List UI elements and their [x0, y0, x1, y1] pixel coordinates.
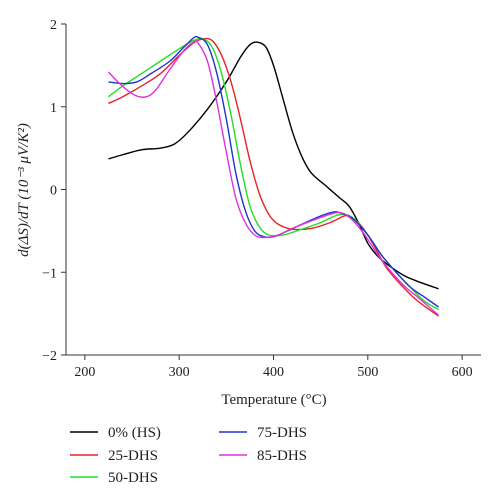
legend-label: 25-DHS: [108, 448, 158, 464]
y-axis-title: d(ΔS)/dT (10⁻³ μV/K²): [16, 123, 32, 257]
legend-label: 75-DHS: [257, 425, 307, 441]
series-line: [108, 41, 439, 290]
y-tick-label: −2: [42, 349, 57, 364]
legend: 0% (HS) 25-DHS 50-DHS 75-DHS 85-DHS: [70, 425, 307, 486]
y-ticks: −2 −1 0 1 2: [42, 18, 66, 364]
axes: 200 300 400 500 600 −2 −1 0 1 2: [42, 18, 481, 380]
x-tick-label: 600: [452, 365, 473, 380]
series-layer: [107, 35, 440, 317]
legend-label: 85-DHS: [257, 448, 307, 464]
y-tick-label: 2: [50, 18, 57, 33]
y-tick-label: −1: [42, 266, 57, 281]
x-axis-title: Temperature (°C): [221, 392, 326, 408]
series-line: [108, 35, 439, 308]
x-ticks: 200 300 400 500 600: [74, 355, 473, 380]
y-tick-label: 1: [50, 101, 57, 116]
legend-label: 0% (HS): [108, 425, 161, 441]
series-line: [107, 40, 440, 316]
x-tick-label: 400: [263, 365, 284, 380]
x-tick-label: 200: [74, 365, 95, 380]
legend-label: 50-DHS: [108, 470, 158, 486]
y-tick-label: 0: [50, 184, 57, 199]
x-tick-label: 300: [169, 365, 190, 380]
series-line: [108, 37, 439, 317]
x-tick-label: 500: [357, 365, 378, 380]
